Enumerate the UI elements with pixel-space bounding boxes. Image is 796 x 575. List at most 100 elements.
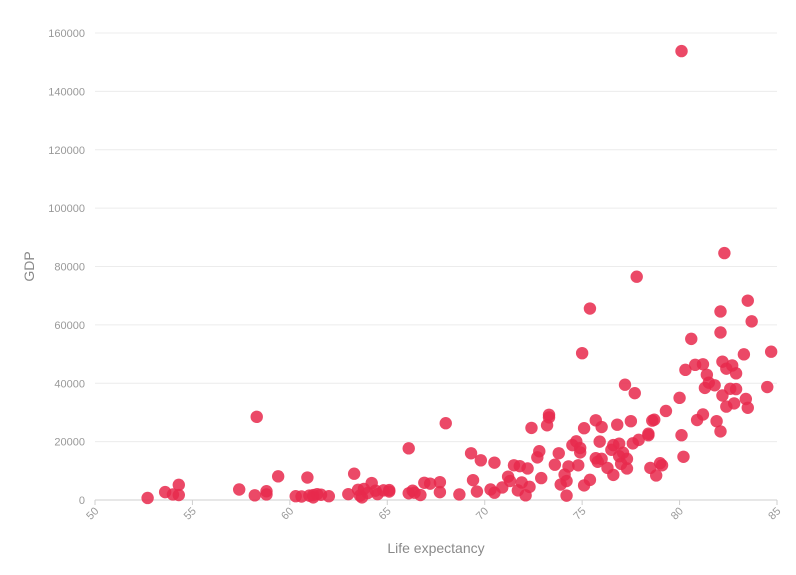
data-point bbox=[675, 44, 688, 58]
data-point bbox=[595, 452, 608, 466]
data-point bbox=[710, 414, 723, 428]
data-point bbox=[714, 305, 727, 318]
data-point bbox=[560, 489, 573, 502]
data-point bbox=[535, 471, 548, 485]
data-point bbox=[503, 474, 517, 488]
tick-labels: 0 20000 40000 60000 80000 100000 120000 140000 1… bbox=[48, 28, 783, 522]
data-point bbox=[685, 332, 698, 346]
data-point bbox=[347, 467, 361, 480]
data-point bbox=[560, 474, 573, 488]
x-tick-label: 65 bbox=[377, 505, 394, 522]
data-point bbox=[648, 413, 661, 426]
data-point bbox=[474, 454, 488, 467]
y-tick-label: 20000 bbox=[54, 437, 85, 449]
data-point bbox=[630, 270, 643, 283]
data-point bbox=[718, 246, 731, 260]
data-point bbox=[607, 468, 620, 482]
data-point bbox=[453, 488, 466, 501]
y-tick-label: 0 bbox=[79, 495, 85, 507]
data-point bbox=[232, 483, 246, 496]
data-point bbox=[583, 302, 597, 315]
data-point bbox=[649, 469, 663, 482]
data-point bbox=[552, 447, 565, 460]
data-point bbox=[433, 485, 447, 499]
data-point bbox=[533, 445, 546, 458]
data-point bbox=[679, 363, 692, 377]
x-tick-label: 70 bbox=[474, 505, 491, 522]
y-tick-label: 140000 bbox=[48, 86, 85, 98]
data-point bbox=[466, 473, 480, 487]
data-point bbox=[632, 433, 645, 447]
y-axis-title: GDP bbox=[21, 251, 37, 281]
data-point bbox=[172, 478, 185, 492]
data-point bbox=[655, 459, 669, 472]
x-tick-label: 75 bbox=[571, 505, 588, 522]
data-point bbox=[611, 418, 624, 431]
y-tick-label: 40000 bbox=[54, 378, 85, 390]
x-tick-label: 60 bbox=[279, 505, 296, 522]
data-point bbox=[741, 294, 754, 307]
data-point bbox=[593, 435, 606, 448]
data-point bbox=[383, 483, 396, 497]
data-point bbox=[521, 462, 534, 475]
data-point bbox=[488, 456, 501, 469]
data-point bbox=[464, 447, 478, 460]
data-point bbox=[677, 450, 690, 464]
data-point bbox=[764, 345, 778, 358]
x-axis-title: Life expectancy bbox=[387, 540, 484, 556]
y-tick-label: 160000 bbox=[48, 28, 85, 40]
data-point bbox=[573, 446, 587, 459]
x-tick-label: 85 bbox=[766, 505, 783, 522]
data-point bbox=[659, 404, 673, 418]
axes bbox=[94, 500, 778, 505]
grid-lines bbox=[95, 32, 777, 501]
data-point bbox=[708, 379, 721, 392]
data-point bbox=[729, 367, 743, 380]
x-tick-label: 55 bbox=[182, 505, 199, 522]
data-points bbox=[141, 44, 778, 505]
data-point bbox=[562, 460, 575, 473]
data-point bbox=[696, 358, 710, 371]
y-tick-label: 120000 bbox=[48, 145, 85, 157]
data-point bbox=[761, 380, 774, 394]
data-point bbox=[433, 475, 447, 489]
data-point bbox=[577, 421, 591, 435]
data-point bbox=[714, 326, 727, 339]
data-point bbox=[250, 410, 263, 424]
data-point bbox=[322, 490, 336, 503]
data-point bbox=[642, 427, 655, 440]
data-point bbox=[620, 452, 634, 466]
data-point bbox=[414, 488, 427, 502]
data-point bbox=[745, 315, 758, 328]
data-point bbox=[141, 491, 154, 505]
data-point bbox=[620, 462, 634, 475]
data-point bbox=[439, 417, 452, 430]
data-point bbox=[696, 408, 710, 421]
data-point bbox=[470, 485, 484, 498]
data-point bbox=[548, 458, 562, 471]
data-point bbox=[618, 378, 632, 391]
data-point bbox=[575, 346, 589, 360]
data-point bbox=[595, 420, 608, 434]
data-point bbox=[172, 488, 185, 502]
data-point bbox=[542, 411, 556, 424]
data-point bbox=[260, 485, 273, 498]
data-point bbox=[714, 425, 727, 438]
x-tick-label: 80 bbox=[669, 505, 686, 522]
x-tick-label: 50 bbox=[84, 505, 101, 522]
y-tick-label: 100000 bbox=[48, 203, 85, 215]
data-point bbox=[342, 487, 355, 501]
data-point bbox=[301, 471, 314, 484]
data-point bbox=[525, 421, 538, 435]
y-tick-label: 60000 bbox=[54, 320, 85, 332]
data-point bbox=[741, 401, 754, 414]
data-point bbox=[402, 442, 415, 455]
data-point bbox=[583, 473, 597, 487]
data-point bbox=[737, 348, 751, 361]
data-point bbox=[729, 382, 743, 396]
data-point bbox=[523, 480, 536, 494]
data-point bbox=[673, 391, 686, 405]
data-point bbox=[727, 397, 741, 410]
